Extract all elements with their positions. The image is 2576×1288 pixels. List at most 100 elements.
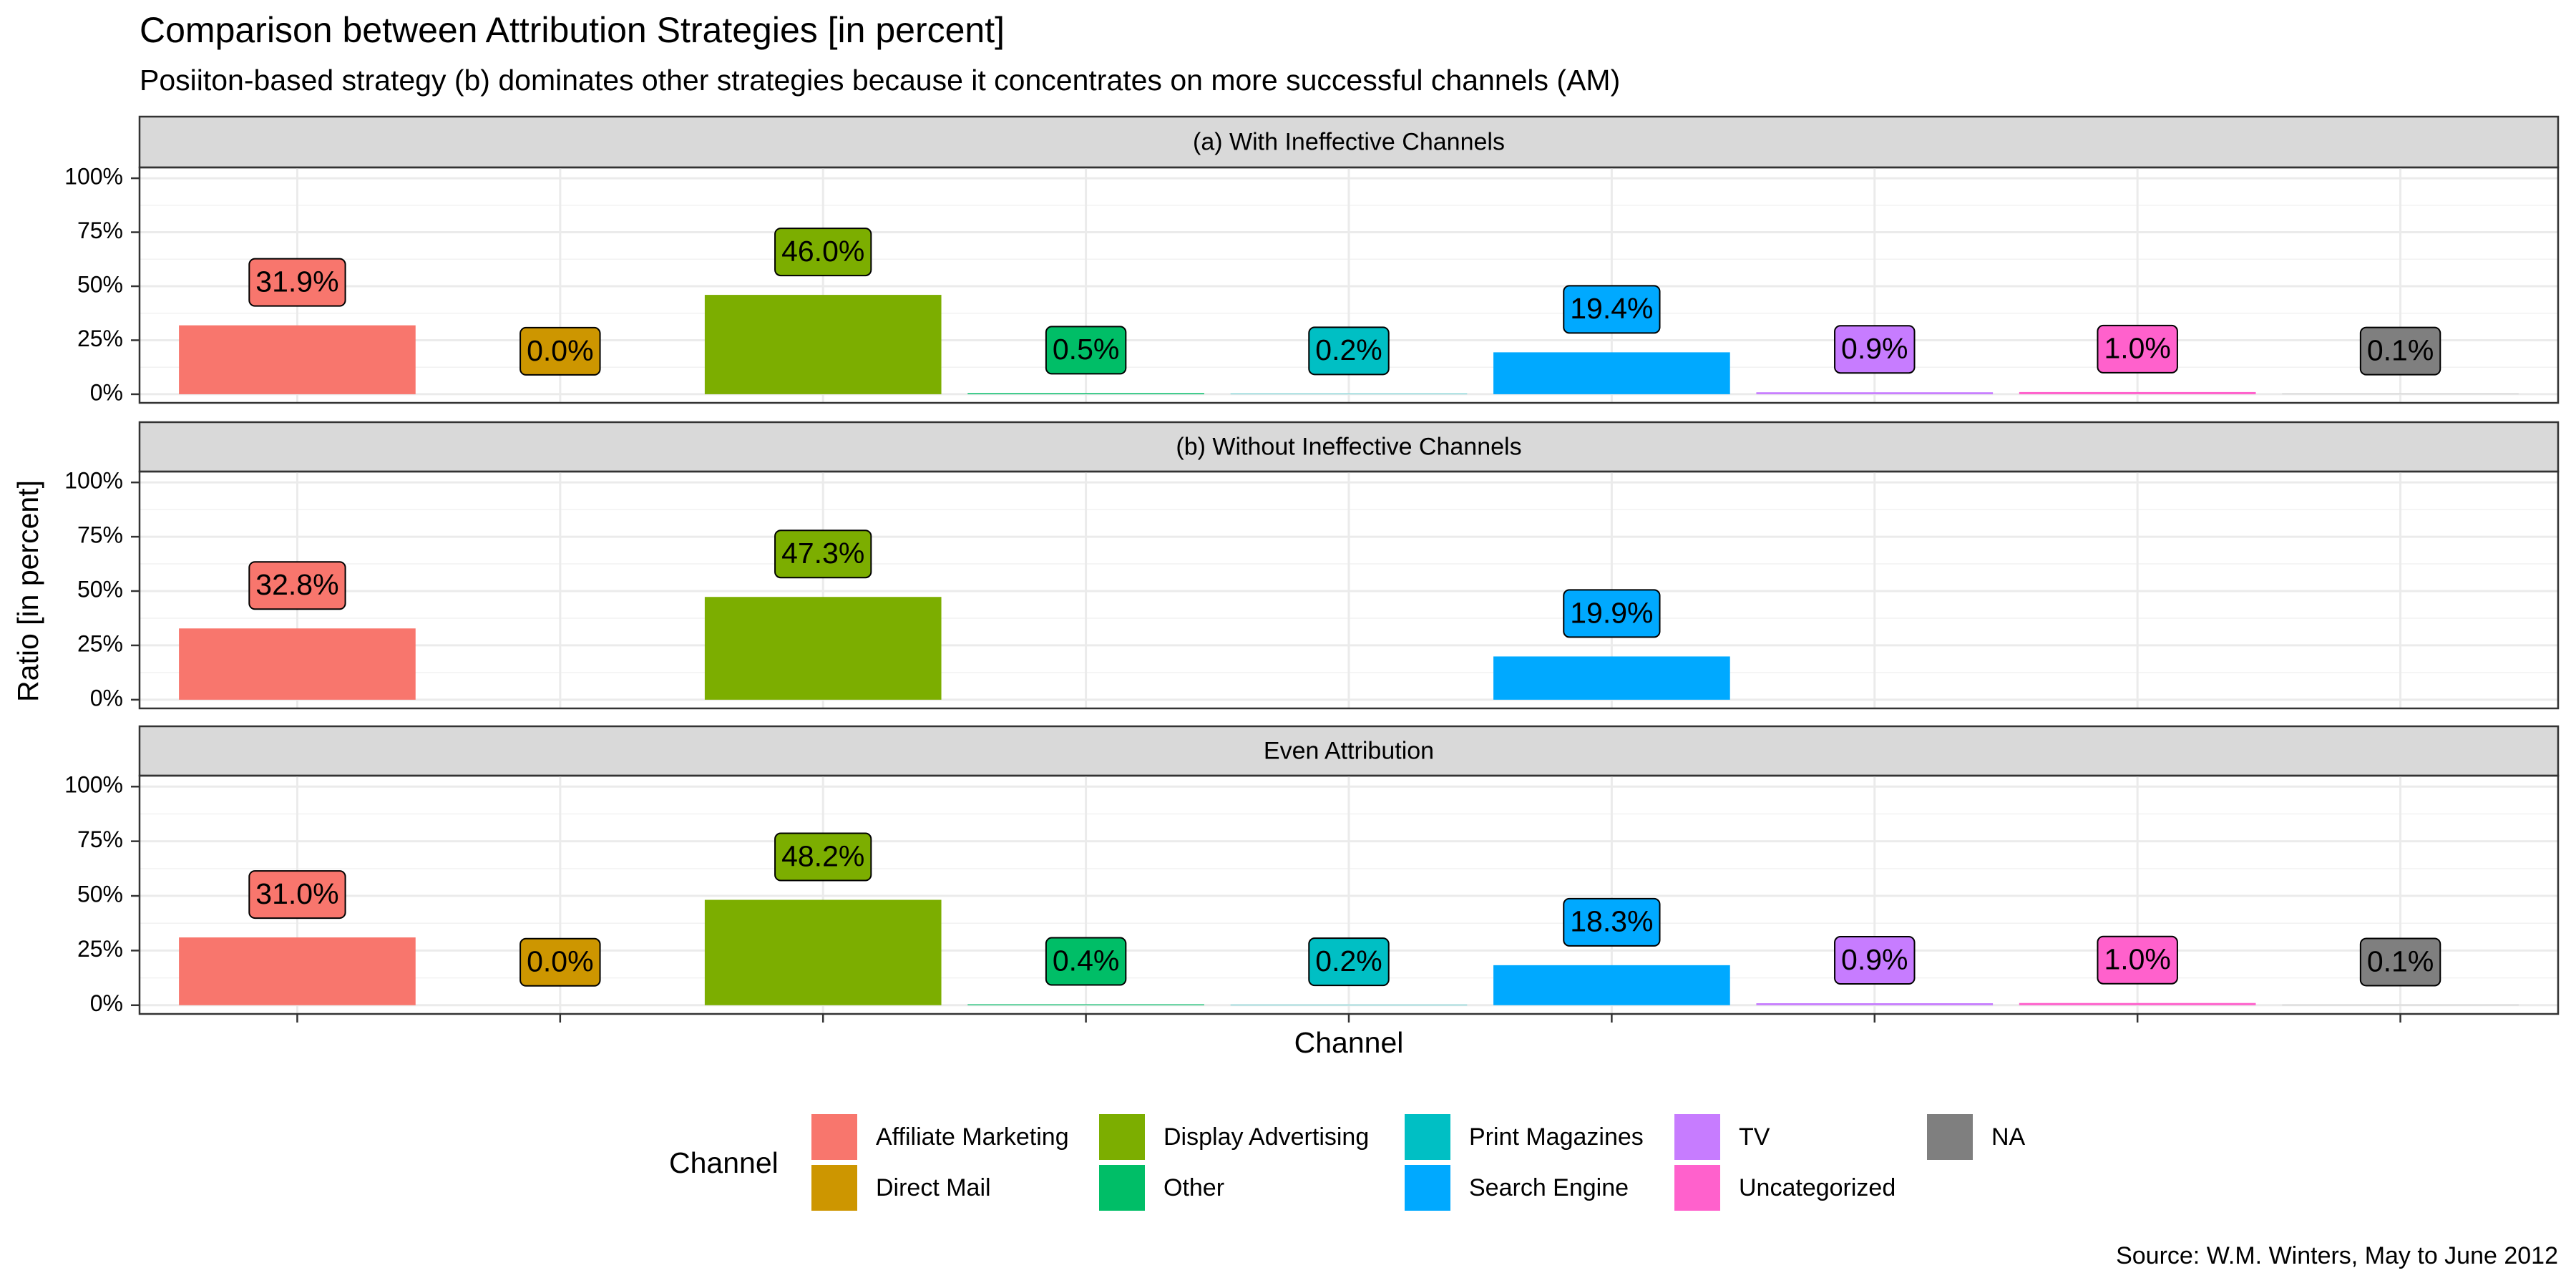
data-label-box bbox=[1045, 937, 1127, 986]
data-label-box bbox=[2097, 935, 2178, 985]
data-label: 0.4% bbox=[1053, 944, 1119, 977]
data-label-group: 0.1% bbox=[2359, 937, 2441, 987]
y-tick-label: 75% bbox=[77, 218, 123, 243]
legend-title: Channel bbox=[669, 1146, 779, 1179]
panel-border bbox=[138, 470, 2560, 710]
data-label: 0.5% bbox=[1053, 333, 1119, 366]
data-label-group: 19.9% bbox=[1563, 589, 1661, 638]
data-label-box bbox=[248, 258, 346, 307]
data-label-box bbox=[2359, 326, 2441, 376]
data-label-group: 48.2% bbox=[774, 832, 872, 882]
data-label-group: 31.9% bbox=[248, 258, 346, 307]
data-label: 1.0% bbox=[2104, 332, 2170, 365]
bar bbox=[179, 628, 416, 700]
legend-label: Display Advertising bbox=[1163, 1123, 1369, 1151]
data-label: 0.1% bbox=[2367, 945, 2434, 977]
y-tick-label: 25% bbox=[77, 326, 123, 351]
data-label-group: 32.8% bbox=[248, 561, 346, 610]
bar bbox=[1756, 1003, 1994, 1005]
data-label-box bbox=[248, 870, 346, 919]
facet-title: (b) Without Ineffective Channels bbox=[1176, 433, 1521, 460]
bar bbox=[967, 393, 1204, 394]
data-label-group: 46.0% bbox=[774, 228, 872, 277]
bar bbox=[179, 325, 416, 394]
bar bbox=[1756, 392, 1994, 394]
facet-strip bbox=[138, 421, 2560, 473]
y-tick-label: 0% bbox=[90, 990, 123, 1016]
data-label-box bbox=[1563, 285, 1661, 334]
data-label: 0.2% bbox=[1315, 945, 1382, 977]
data-label: 1.0% bbox=[2104, 943, 2170, 976]
y-tick-label: 0% bbox=[90, 685, 123, 711]
data-label-box bbox=[1308, 326, 1390, 376]
bar bbox=[704, 295, 942, 394]
data-label-box bbox=[1563, 897, 1661, 947]
y-tick-label: 100% bbox=[64, 164, 123, 190]
y-axis-title: Ratio [in percent] bbox=[11, 480, 44, 702]
legend-key bbox=[1405, 1114, 1450, 1160]
data-label-group: 19.4% bbox=[1563, 285, 1661, 334]
data-label: 32.8% bbox=[255, 568, 338, 601]
bar bbox=[2019, 1002, 2256, 1005]
legend-label: Other bbox=[1163, 1174, 1224, 1201]
data-label-box bbox=[774, 228, 872, 277]
x-axis-title: Channel bbox=[1294, 1026, 1404, 1059]
data-label-box bbox=[1834, 325, 1916, 374]
legend-label: Search Engine bbox=[1469, 1174, 1629, 1201]
data-label-box bbox=[774, 832, 872, 882]
data-label: 0.9% bbox=[1841, 332, 1908, 365]
y-tick-label: 0% bbox=[90, 379, 123, 405]
legend-key bbox=[1674, 1114, 1720, 1160]
legend-label: Affiliate Marketing bbox=[876, 1123, 1069, 1151]
data-label: 0.2% bbox=[1315, 333, 1382, 366]
data-label-box bbox=[774, 530, 872, 579]
data-label-box bbox=[1045, 326, 1127, 375]
data-label-group: 1.0% bbox=[2097, 324, 2178, 374]
data-label-group: 0.9% bbox=[1834, 936, 1916, 985]
legend-label: NA bbox=[1991, 1123, 2026, 1151]
data-label: 19.9% bbox=[1570, 596, 1653, 629]
legend-key bbox=[811, 1114, 857, 1160]
chart-title: Comparison between Attribution Strategie… bbox=[140, 10, 1005, 50]
bar bbox=[1493, 656, 1730, 700]
bar bbox=[704, 597, 942, 700]
bar bbox=[179, 937, 416, 1005]
data-label: 0.0% bbox=[527, 334, 593, 367]
bar bbox=[1493, 352, 1730, 394]
data-label-box bbox=[519, 937, 601, 987]
data-label-group: 47.3% bbox=[774, 530, 872, 579]
facet-title: (a) With Ineffective Channels bbox=[1193, 128, 1505, 155]
legend-key bbox=[1927, 1114, 1973, 1160]
data-label: 47.3% bbox=[781, 537, 864, 570]
data-label: 31.0% bbox=[255, 877, 338, 910]
y-tick-label: 100% bbox=[64, 772, 123, 798]
legend-key bbox=[811, 1165, 857, 1211]
legend-key bbox=[1099, 1114, 1145, 1160]
data-label: 0.0% bbox=[527, 945, 593, 978]
y-tick-label: 50% bbox=[77, 576, 123, 602]
legend-label: Print Magazines bbox=[1469, 1123, 1644, 1151]
data-label-box bbox=[1563, 589, 1661, 638]
data-label: 18.3% bbox=[1570, 905, 1653, 938]
data-label-group: 0.2% bbox=[1308, 326, 1390, 376]
data-label-group: 0.4% bbox=[1045, 937, 1127, 986]
data-label-group: 1.0% bbox=[2097, 935, 2178, 985]
data-label-box bbox=[519, 326, 601, 376]
legend-label: Uncategorized bbox=[1739, 1174, 1896, 1201]
legend-key bbox=[1405, 1165, 1450, 1211]
legend-key bbox=[1674, 1165, 1720, 1211]
chart-subtitle: Posiiton-based strategy (b) dominates ot… bbox=[140, 64, 1620, 97]
data-label-group: 31.0% bbox=[248, 870, 346, 919]
data-label: 19.4% bbox=[1570, 292, 1653, 325]
y-tick-label: 100% bbox=[64, 468, 123, 494]
data-label-group: 0.0% bbox=[519, 937, 601, 987]
data-label: 46.0% bbox=[781, 235, 864, 268]
caption: Source: W.M. Winters, May to June 2012 bbox=[2116, 1242, 2558, 1269]
data-label-box bbox=[2097, 324, 2178, 374]
bar bbox=[704, 899, 942, 1005]
data-label-box bbox=[1834, 936, 1916, 985]
data-label-group: 18.3% bbox=[1563, 897, 1661, 947]
data-label: 48.2% bbox=[781, 839, 864, 872]
